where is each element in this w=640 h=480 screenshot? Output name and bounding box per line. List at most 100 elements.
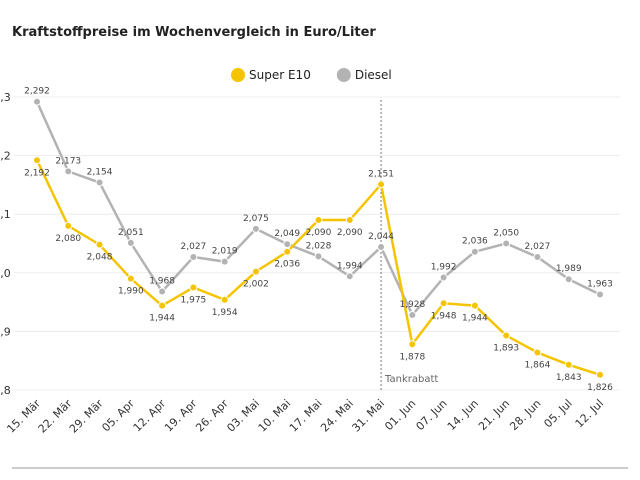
point [126, 238, 135, 247]
point [189, 283, 198, 292]
x-tick-label: 01. Jun [382, 397, 418, 433]
x-tick-label: 12. Jul [573, 397, 606, 430]
point [533, 252, 542, 261]
point [314, 252, 323, 261]
x-tick-label: 28. Jun [507, 397, 543, 433]
data-label: 2,090 [337, 228, 363, 238]
point [345, 216, 354, 225]
point [251, 267, 260, 276]
point [564, 360, 573, 369]
x-tick-label: 05. Jul [541, 397, 574, 430]
point [470, 247, 479, 256]
data-label: 2,049 [274, 229, 300, 239]
data-label: 2,051 [118, 228, 144, 238]
data-label: 2,048 [87, 253, 113, 263]
point [33, 156, 41, 165]
point [408, 340, 417, 349]
point [439, 299, 448, 308]
series-line [35, 101, 601, 318]
point [189, 252, 198, 261]
data-label: 2,028 [306, 241, 332, 251]
point [33, 97, 41, 106]
x-tick-label: 15. Mär [4, 397, 43, 436]
x-tick-label: 21. Jun [476, 397, 512, 433]
data-label: 2,050 [493, 229, 519, 239]
x-tick-label: 29. Mär [67, 397, 106, 436]
data-label: 2,080 [55, 234, 81, 244]
data-label: 1,826 [587, 383, 613, 393]
annotation-text: Tankrabatt [384, 374, 438, 385]
data-label: 1,878 [399, 352, 425, 362]
point [283, 240, 292, 249]
data-label: 1,975 [181, 295, 207, 305]
point [64, 167, 73, 176]
data-label: 2,036 [462, 237, 488, 247]
point [596, 370, 604, 379]
point [502, 331, 511, 340]
data-label: 2,154 [87, 168, 113, 178]
x-tick-label: 17. Mai [287, 397, 325, 435]
y-tick-label: 2,2 [0, 150, 11, 163]
point [439, 273, 448, 282]
x-tick-label: 05. Apr [99, 397, 137, 435]
data-label: 2,027 [525, 242, 551, 252]
point [158, 287, 167, 296]
y-tick-label: 2,3 [0, 91, 11, 104]
data-label: 1,994 [337, 261, 363, 271]
point [64, 221, 73, 230]
data-label: 2,090 [306, 228, 332, 238]
point [126, 274, 135, 283]
point [220, 257, 229, 266]
point [502, 239, 511, 248]
y-tick-label: 2,0 [0, 267, 11, 280]
y-tick-label: 2,1 [0, 208, 11, 221]
data-label: 1,893 [493, 344, 519, 354]
point [283, 247, 292, 256]
data-label: 1,948 [431, 311, 457, 321]
x-tick-label: 24. Mai [318, 397, 356, 435]
point [377, 180, 386, 189]
x-tick-label: 26. Apr [193, 397, 231, 435]
point [470, 301, 479, 310]
data-label: 2,036 [274, 260, 300, 270]
data-label: 2,002 [243, 280, 269, 290]
data-label: 1,944 [149, 314, 175, 324]
data-label: 1,989 [556, 264, 582, 274]
x-tick-label: 31. Mai [350, 397, 388, 435]
legend-label: Diesel [355, 68, 392, 82]
chart-title: Kraftstoffpreise im Wochenvergleich in E… [12, 25, 376, 40]
data-label: 1,954 [212, 308, 238, 318]
x-tick-label: 12. Apr [131, 397, 169, 435]
point [345, 272, 354, 281]
point [533, 348, 542, 357]
point [408, 310, 417, 319]
data-label: 1,992 [431, 262, 457, 272]
legend-marker [231, 68, 245, 82]
data-label: 2,044 [368, 232, 394, 242]
y-tick-label: 1,8 [0, 384, 11, 397]
data-label: 2,027 [181, 242, 207, 252]
data-label: 1,928 [399, 300, 425, 310]
x-tick-label: 19. Apr [162, 397, 200, 435]
data-label: 2,151 [368, 169, 394, 179]
y-tick-label: 1,9 [0, 325, 11, 338]
x-tick-label: 14. Jun [445, 397, 481, 433]
point [564, 275, 573, 284]
point [377, 243, 386, 252]
x-tick-label: 10. Mai [256, 397, 294, 435]
point [314, 216, 323, 225]
data-label: 2,019 [212, 247, 238, 257]
data-label: 2,173 [55, 156, 81, 166]
data-label: 1,990 [118, 287, 144, 297]
x-tick-label: 22. Mär [36, 397, 75, 436]
x-tick-label: 03. Mai [224, 397, 262, 435]
point [158, 301, 167, 310]
data-label: 1,944 [462, 314, 488, 324]
point [596, 290, 604, 299]
data-label: 1,843 [556, 373, 582, 383]
legend-marker [336, 68, 351, 82]
data-label: 1,968 [149, 277, 175, 287]
point [95, 240, 104, 249]
data-label: 2,192 [24, 168, 50, 178]
